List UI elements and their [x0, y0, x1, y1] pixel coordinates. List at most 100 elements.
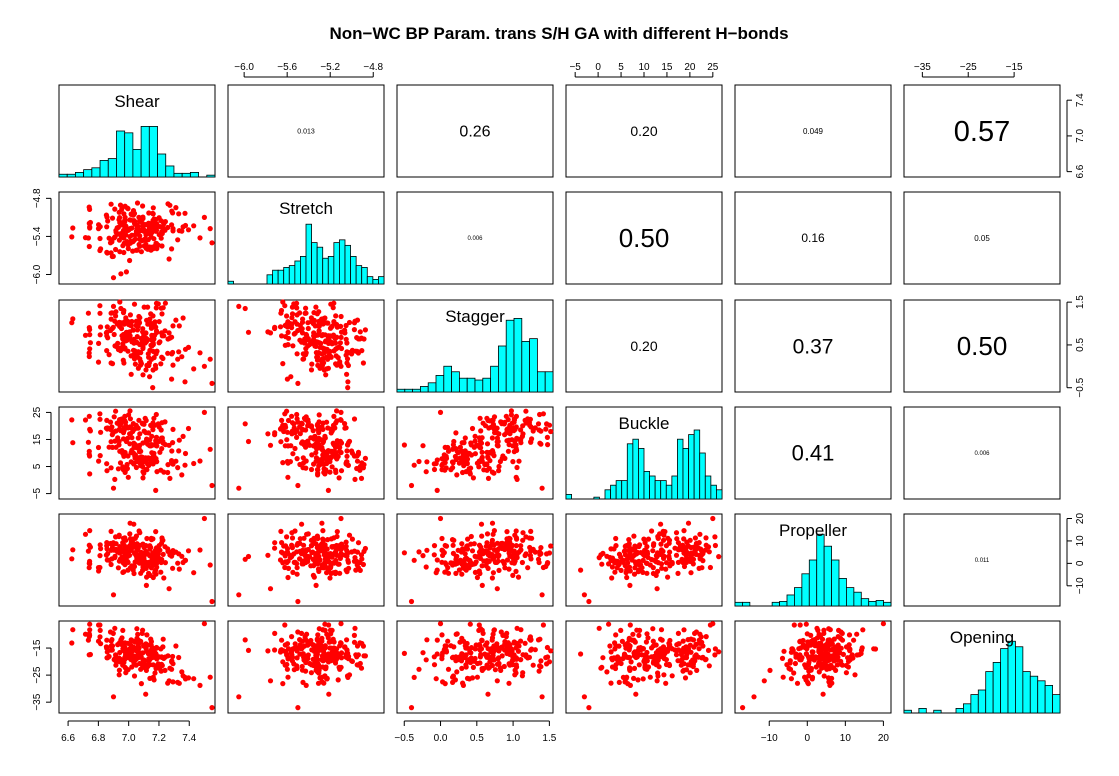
scatter-point — [316, 670, 322, 676]
tick-label: 6.6 — [1075, 164, 1086, 178]
scatter-point — [477, 555, 483, 562]
scatter-point — [303, 331, 309, 338]
scatter-point — [337, 438, 343, 444]
scatter-point — [522, 640, 528, 646]
scatter-point — [272, 540, 278, 546]
scatter-point — [321, 360, 327, 366]
scatter-point — [153, 651, 159, 657]
scatter-point — [169, 666, 175, 672]
scatter-point — [685, 543, 691, 549]
scatter-point — [150, 205, 156, 211]
scatter-point — [612, 569, 618, 575]
scatter-point — [675, 647, 682, 653]
scatter-point — [420, 553, 426, 559]
scatter-point — [338, 345, 345, 352]
histogram-bar — [710, 484, 717, 500]
scatter-point — [207, 674, 213, 680]
scatter-point — [596, 555, 602, 561]
scatter-point — [333, 657, 339, 663]
scatter-point — [489, 469, 495, 475]
scatter-point — [510, 572, 516, 579]
scatter-point — [751, 694, 757, 700]
scatter-point — [806, 659, 812, 666]
scatter-point — [353, 453, 359, 459]
histogram-bar — [716, 489, 723, 500]
scatter-point — [110, 694, 117, 700]
panel-frame — [903, 191, 1061, 285]
scatter-point — [710, 515, 716, 522]
scatter-point — [123, 315, 129, 321]
histogram-bar — [649, 475, 656, 500]
scatter-point — [637, 542, 643, 548]
scatter-point — [543, 655, 549, 661]
scatter-point — [278, 310, 284, 316]
histogram-bar — [1044, 685, 1053, 714]
scatter-point — [839, 630, 845, 637]
scatter-point — [158, 668, 164, 674]
panel-frame — [227, 513, 385, 607]
scatter-point — [127, 257, 133, 264]
scatter-point — [658, 521, 664, 527]
scatter-point — [148, 423, 154, 429]
scatter-point — [472, 569, 478, 576]
scatter-point — [626, 635, 632, 642]
scatter-point — [787, 658, 793, 664]
scatter-point — [680, 542, 686, 548]
scatter-point — [104, 324, 110, 330]
scatter-point — [325, 365, 331, 371]
scatter-point — [658, 541, 664, 547]
scatter-point — [828, 662, 834, 668]
scatter-point — [675, 570, 681, 577]
histogram-bar — [1052, 694, 1061, 714]
scatter-point — [530, 428, 536, 434]
scatter-point — [835, 634, 841, 640]
scatter-point — [160, 644, 166, 650]
scatter-point — [468, 533, 474, 540]
scatter-point — [820, 691, 826, 697]
scatter-point — [151, 561, 157, 567]
scatter-point — [519, 673, 526, 679]
histogram-bar — [970, 694, 979, 714]
histogram-bar — [316, 246, 324, 285]
scatter-point — [503, 542, 509, 548]
scatter-point — [338, 640, 344, 646]
scatter-point — [117, 215, 123, 221]
scatter-point — [146, 455, 152, 461]
scatter-point — [513, 474, 519, 480]
scatter-point — [511, 419, 517, 425]
scatter-point — [180, 433, 186, 439]
tick-label: −25 — [960, 62, 977, 73]
scatter-point — [158, 230, 165, 237]
scatter-point — [110, 592, 117, 598]
scatter-point — [445, 448, 452, 454]
scatter-point — [495, 553, 501, 560]
scatter-point — [530, 662, 536, 668]
scatter-point — [328, 536, 334, 542]
scatter-point — [289, 530, 295, 536]
scatter-point — [116, 438, 122, 444]
scatter-point — [482, 461, 488, 468]
scatter-point — [132, 647, 138, 653]
scatter-point — [87, 561, 93, 567]
scatter-point — [483, 543, 489, 549]
scatter-point — [315, 566, 322, 572]
scatter-point — [316, 309, 322, 315]
scatter-point — [130, 212, 136, 218]
histogram-bar — [615, 480, 623, 500]
scatter-point — [116, 209, 122, 215]
scatter-point — [655, 550, 661, 557]
scatter-point — [129, 435, 135, 441]
scatter-point — [182, 379, 188, 385]
scatter-point — [150, 459, 156, 465]
scatter-point — [647, 674, 653, 680]
scatter-point — [170, 426, 176, 432]
scatter-point — [125, 227, 131, 233]
scatter-point — [513, 543, 519, 549]
scatter-point — [484, 559, 490, 566]
scatter-point — [112, 476, 118, 482]
scatter-point — [161, 575, 167, 581]
scatter-point — [294, 312, 300, 318]
scatter-point — [85, 310, 91, 316]
scatter-point — [685, 637, 691, 643]
scatter-point — [860, 627, 866, 633]
